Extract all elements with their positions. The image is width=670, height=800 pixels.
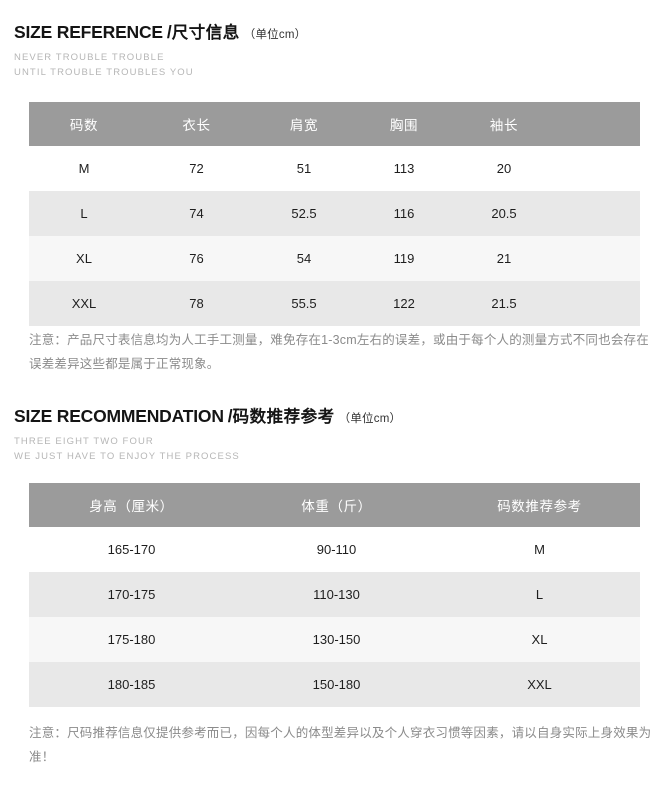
cell-length: 74 (189, 206, 204, 221)
cell-length: 78 (189, 296, 204, 311)
size-reference-section: SIZE REFERENCE/尺寸信息 （单位cm） NEVER TROUBLE … (0, 22, 670, 80)
cell-weight: 110-130 (313, 587, 360, 602)
heading-unit: （单位cm） (338, 413, 402, 425)
cell-length: 72 (189, 161, 204, 176)
heading-english: SIZE RECOMMENDATION (14, 406, 224, 426)
cell-sleeve: 21 (496, 251, 512, 266)
size-recommendation-note: 注意：尺码推荐信息仅提供参考而已，因每个人的体型差异以及个人穿衣习惯等因素，请以… (29, 726, 652, 765)
cell-spacer (554, 281, 640, 326)
heading-chinese: 尺寸信息 (171, 24, 240, 42)
cell-bust: 119 (393, 251, 415, 266)
cell-bust: 122 (393, 296, 415, 311)
cell-weight: 90-110 (316, 542, 357, 557)
cell-height: 170-175 (107, 587, 156, 602)
table-header-row: 身高（厘米） 体重（斤） 码数推荐参考 (29, 483, 640, 527)
cell-shoulder: 54 (296, 251, 312, 266)
subtitle-line-2: WE JUST HAVE TO ENJOY THE PROCESS (14, 450, 240, 462)
cell-size: L (80, 206, 88, 221)
table-row: 175-180 130-150 XL (29, 617, 640, 662)
cell-shoulder: 55.5 (291, 296, 317, 311)
column-header-shoulder: 肩宽 (289, 118, 319, 133)
cell-bust: 116 (393, 206, 415, 221)
cell-sleeve: 20 (496, 161, 512, 176)
subtitle-line-2: UNTIL TROUBLE TROUBLES YOU (14, 66, 194, 78)
cell-height: 180-185 (107, 677, 156, 692)
cell-weight: 130-150 (312, 632, 361, 647)
cell-size: M (78, 161, 90, 176)
size-recommendation-heading: SIZE RECOMMENDATION/码数推荐参考 （单位cm） (0, 406, 670, 426)
table-row: 165-170 90-110 M (29, 527, 640, 572)
subtitle-line-1: NEVER TROUBLE TROUBLE (14, 52, 165, 63)
table-header-row: 码数 衣长 肩宽 胸围 袖长 (29, 102, 640, 146)
cell-length: 76 (189, 251, 204, 266)
size-recommendation-table: 身高（厘米） 体重（斤） 码数推荐参考 165-170 90-110 M 170… (29, 483, 640, 707)
column-header-height: 身高（厘米） (89, 499, 174, 514)
cell-size: XL (76, 251, 92, 266)
cell-spacer (554, 236, 640, 281)
column-header-weight: 体重（斤） (301, 499, 372, 514)
cell-weight: 150-180 (312, 677, 361, 692)
cell-bust: 113 (393, 161, 415, 176)
column-header-spacer (554, 102, 640, 146)
cell-sleeve: 21.5 (491, 296, 517, 311)
heading-english: SIZE REFERENCE (14, 22, 163, 42)
cell-height: 165-170 (107, 542, 156, 557)
heading-slash: / (227, 406, 233, 426)
size-reference-note: 注意：产品尺寸表信息均为人工手工测量，难免存在1-3cm左右的误差，或由于每个人… (29, 333, 649, 372)
cell-recommended-size: L (535, 587, 544, 602)
heading-chinese: 码数推荐参考 (232, 408, 335, 426)
cell-shoulder: 51 (296, 161, 312, 176)
table-row: XXL 78 55.5 122 21.5 (29, 281, 640, 326)
cell-recommended-size: XL (531, 632, 548, 647)
column-header-length: 衣长 (182, 118, 211, 133)
cell-recommended-size: XXL (527, 677, 552, 692)
column-header-bust: 胸围 (389, 118, 419, 133)
cell-shoulder: 52.5 (291, 206, 317, 221)
cell-recommended-size: M (534, 542, 545, 557)
cell-height: 175-180 (107, 632, 156, 647)
table-row: L 74 52.5 116 20.5 (29, 191, 640, 236)
column-header-recommended-size: 码数推荐参考 (497, 499, 582, 514)
size-reference-table: 码数 衣长 肩宽 胸围 袖长 M 72 51 113 20 L 74 52.5 … (29, 102, 640, 326)
size-recommendation-subtitle: THREE EIGHT TWO FOUR WE JUST HAVE TO ENJ… (0, 435, 670, 464)
table-row: XL 76 54 119 21 (29, 236, 640, 281)
column-header-size: 码数 (69, 118, 99, 133)
table-row: M 72 51 113 20 (29, 146, 640, 191)
heading-unit: （单位cm） (243, 29, 307, 41)
size-reference-heading: SIZE REFERENCE/尺寸信息 （单位cm） (0, 22, 670, 42)
subtitle-line-1: THREE EIGHT TWO FOUR (14, 436, 154, 447)
heading-slash: / (166, 22, 172, 42)
size-reference-subtitle: NEVER TROUBLE TROUBLE UNTIL TROUBLE TROU… (0, 51, 670, 80)
size-recommendation-section: SIZE RECOMMENDATION/码数推荐参考 （单位cm） THREE E… (0, 406, 670, 464)
cell-spacer (554, 191, 640, 236)
table-row: 180-185 150-180 XXL (29, 662, 640, 707)
cell-spacer (554, 146, 640, 191)
cell-size: XXL (71, 296, 97, 311)
table-row: 170-175 110-130 L (29, 572, 640, 617)
cell-sleeve: 20.5 (491, 206, 517, 221)
column-header-sleeve: 袖长 (489, 118, 519, 133)
